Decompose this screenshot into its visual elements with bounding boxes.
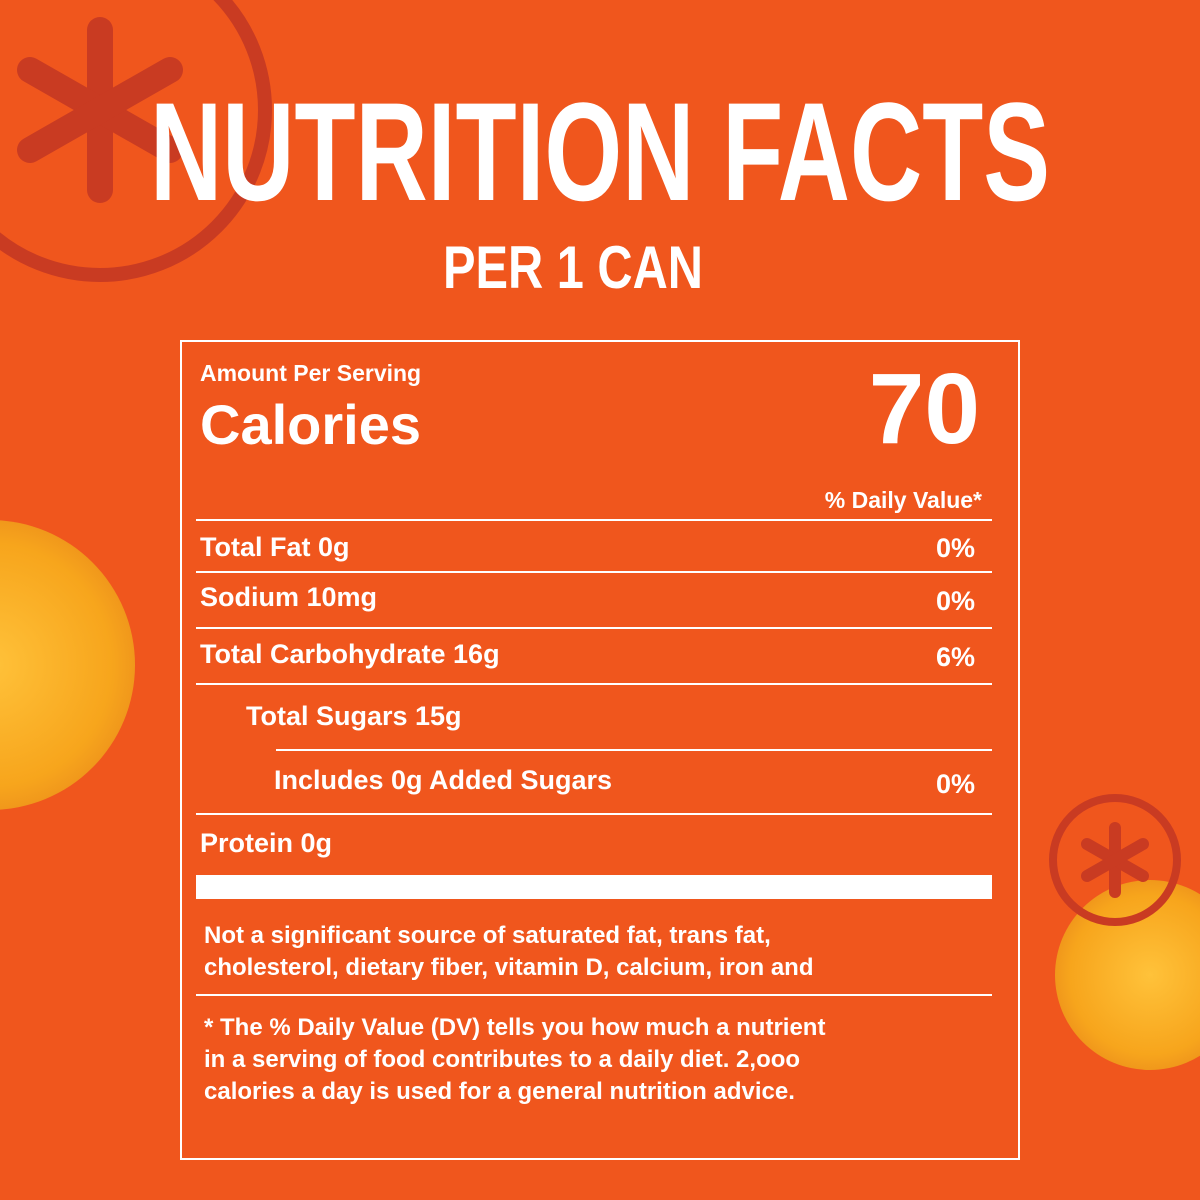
thick-rule bbox=[196, 875, 992, 899]
row-dv: 0% bbox=[935, 533, 975, 563]
asterisk bbox=[1081, 822, 1149, 898]
row-name: Sodium 10mg bbox=[200, 582, 378, 612]
note: Not a significant source of saturated fa… bbox=[204, 920, 814, 984]
row-name: Total Sugars 15g bbox=[246, 701, 462, 731]
subtitle: PER 1 CAN bbox=[443, 234, 703, 301]
asterisk bbox=[17, 17, 183, 203]
title: NUTRITION FACTS bbox=[150, 73, 1050, 230]
label-border bbox=[180, 340, 1020, 1160]
rule bbox=[196, 813, 992, 815]
rule bbox=[196, 571, 992, 573]
row-dv: 6% bbox=[935, 642, 975, 672]
daily-value-header: % Daily Value* bbox=[824, 487, 982, 513]
fruit-slice bbox=[1055, 880, 1200, 1070]
circle-ring bbox=[0, 0, 272, 282]
rule bbox=[196, 683, 992, 685]
row-dv: 0% bbox=[935, 586, 975, 616]
rule bbox=[196, 627, 992, 629]
rule bbox=[196, 994, 992, 996]
circle-ring bbox=[1049, 794, 1181, 926]
row-name: Protein 0g bbox=[200, 828, 333, 858]
footnote: * The % Daily Value (DV) tells you how m… bbox=[204, 1012, 825, 1108]
note-line: cholesterol, dietary fiber, vitamin D, c… bbox=[204, 954, 814, 981]
rule bbox=[276, 749, 992, 751]
calories-value: 70 bbox=[868, 353, 980, 465]
fruit-slice bbox=[0, 520, 135, 810]
footnote-line: in a serving of food contributes to a da… bbox=[204, 1046, 801, 1073]
footnote-line: * The % Daily Value (DV) tells you how m… bbox=[204, 1014, 826, 1041]
row-name: Total Fat 0g bbox=[200, 532, 350, 562]
amount-per-serving: Amount Per Serving bbox=[200, 360, 422, 386]
rule bbox=[196, 519, 992, 521]
note-line: Not a significant source of saturated fa… bbox=[204, 922, 771, 949]
row-dv: 0% bbox=[935, 769, 975, 799]
row-name: Total Carbohydrate 16g bbox=[200, 639, 500, 669]
row-name: Includes 0g Added Sugars bbox=[274, 765, 613, 795]
footnote-line: calories a day is used for a general nut… bbox=[204, 1078, 795, 1105]
calories-label: Calories bbox=[200, 393, 421, 456]
